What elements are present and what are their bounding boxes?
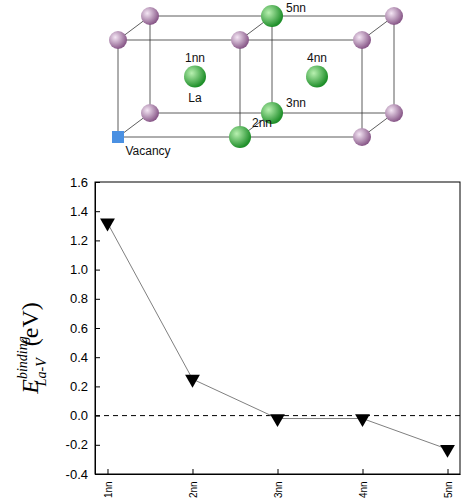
- x-tick-mark: [278, 469, 279, 474]
- neighbor-atom: [261, 5, 283, 27]
- x-tick-mark: [363, 469, 364, 474]
- data-marker: [100, 219, 115, 232]
- y-tick-mark: [95, 328, 100, 329]
- y-tick: 1.4: [70, 204, 100, 219]
- y-tick: 0.2: [70, 379, 100, 394]
- diagram-label: 2nn: [252, 116, 272, 130]
- x-tick-label: 1nn: [103, 481, 114, 498]
- diagram-label: 4nn: [307, 51, 327, 65]
- data-marker: [440, 445, 455, 458]
- x-tick-label: 4nn: [358, 481, 369, 498]
- x-axis-line: [96, 474, 461, 475]
- host-atom: [109, 31, 127, 49]
- cell-edge: [240, 40, 241, 137]
- neighbor-atom: [184, 66, 206, 88]
- x-tick-label: 3nn: [273, 481, 284, 498]
- x-tick: 4nn: [358, 469, 369, 498]
- y-tick-mark: [95, 445, 100, 446]
- x-tick-mark: [448, 469, 449, 474]
- x-tick: 1nn: [103, 469, 114, 498]
- y-tick-label: 0.2: [70, 379, 88, 394]
- y-tick-label: 1.2: [70, 233, 88, 248]
- y-axis: -0.4 -0.2 0.0 0.2 0.4 0.6 0.8 1.0 1.2 1.4 1.6: [66, 175, 100, 482]
- vacancy-site: [112, 131, 124, 143]
- y-tick-mark: [95, 270, 100, 271]
- cell-edge: [272, 16, 273, 113]
- cell-edge: [150, 16, 151, 113]
- host-atom: [141, 104, 159, 122]
- y-tick-label: 0.4: [70, 350, 88, 365]
- y-tick-mark: [95, 299, 100, 300]
- cell-edge: [118, 40, 119, 137]
- data-marker: [185, 375, 200, 388]
- y-tick: 0.6: [70, 321, 100, 336]
- y-tick-mark: [95, 211, 100, 212]
- y-tick-mark: [95, 182, 100, 183]
- neighbor-atom: [306, 66, 328, 88]
- x-tick-mark: [192, 469, 193, 474]
- y-tick-label: -0.4: [66, 467, 88, 482]
- host-atom: [231, 31, 249, 49]
- y-tick: 1.0: [70, 262, 100, 277]
- y-tick: -0.2: [66, 437, 100, 452]
- y-tick: 1.6: [70, 175, 100, 190]
- diagram-label: 5nn: [286, 1, 306, 15]
- y-tick-label: 1.0: [70, 262, 88, 277]
- diagram-label: La: [188, 91, 202, 105]
- data-marker: [355, 414, 370, 427]
- host-atom: [385, 7, 403, 25]
- host-atom: [353, 128, 371, 146]
- host-atom: [353, 31, 371, 49]
- cell-edge: [394, 16, 395, 113]
- host-atom: [141, 7, 159, 25]
- cell-edge: [362, 40, 363, 137]
- chart: -0.4 -0.2 0.0 0.2 0.4 0.6 0.8 1.0 1.2 1.4 1.6 1nn 2n…: [15, 175, 461, 498]
- diagram-label: 3nn: [286, 96, 306, 110]
- y-tick-label: 0.0: [70, 408, 88, 423]
- y-tick-label: -0.2: [66, 437, 88, 452]
- host-atom: [385, 104, 403, 122]
- y-tick-label: 0.8: [70, 291, 88, 306]
- x-axis: 1nn 2nn 3nn 4nn 5nn: [96, 469, 461, 498]
- x-tick-mark: [107, 469, 108, 474]
- y-tick-mark: [95, 386, 100, 387]
- x-tick: 3nn: [273, 469, 284, 498]
- x-tick: 5nn: [443, 469, 454, 498]
- y-tick-mark: [95, 357, 100, 358]
- y-title-sub: La-V: [34, 357, 49, 387]
- y-tick-label: 1.6: [70, 175, 88, 190]
- x-tick-label: 5nn: [443, 481, 454, 498]
- y-axis-title: EbindingLa-V(eV): [15, 302, 49, 394]
- y-tick: 1.2: [70, 233, 100, 248]
- plot-frame: [95, 182, 460, 474]
- crystal-diagram: 1nn La 4nn 5nn 3nn 2nn Vacancy: [109, 1, 403, 158]
- data-marker: [270, 414, 285, 427]
- y-tick-mark: [95, 240, 100, 241]
- diagram-label: Vacancy: [125, 144, 170, 158]
- data-line: [107, 223, 447, 449]
- y-title-unit: (eV): [17, 302, 43, 346]
- plot-marks: [95, 219, 460, 458]
- y-tick: 0.4: [70, 350, 100, 365]
- figure: 1nn La 4nn 5nn 3nn 2nn Vacancy -0.4 -0.2 0.0 0.2 0.…: [0, 0, 475, 500]
- y-tick-label: 0.6: [70, 321, 88, 336]
- diagram-label: 1nn: [185, 51, 205, 65]
- y-tick: -0.4: [66, 467, 100, 482]
- y-tick-label: 1.4: [70, 204, 88, 219]
- x-tick-label: 2nn: [188, 481, 199, 498]
- y-tick: 0.8: [70, 291, 100, 306]
- neighbor-atom: [229, 126, 251, 148]
- x-tick: 2nn: [188, 469, 199, 498]
